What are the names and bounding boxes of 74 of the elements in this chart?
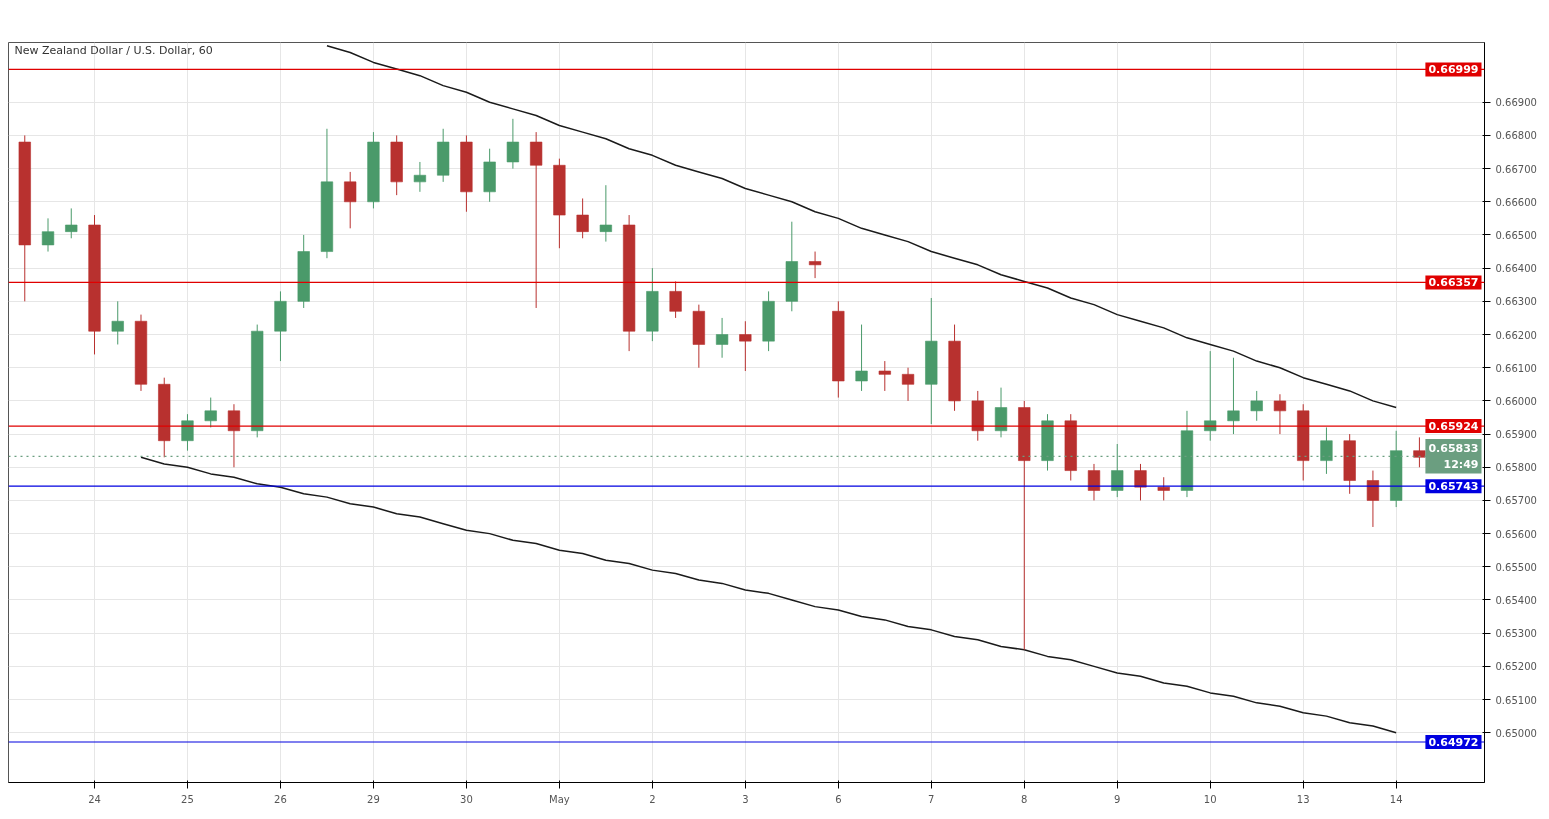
x-tick-label: 8 (1021, 793, 1028, 805)
candlestick (669, 280, 682, 319)
candlestick (1134, 463, 1147, 501)
x-tick-label: 2 (649, 793, 656, 805)
candlestick (1111, 443, 1124, 498)
ref-line-label: 0.64972 (1428, 736, 1479, 750)
y-tick-label: 0.66000 (1495, 395, 1537, 407)
candlestick (1413, 436, 1426, 468)
x-tick-label: 7 (928, 793, 935, 805)
x-tick-label: 30 (460, 793, 473, 805)
y-tick-label: 0.66500 (1495, 229, 1537, 241)
candlestick (855, 324, 868, 392)
candlestick (1087, 463, 1101, 501)
x-tick-label: May (549, 793, 570, 805)
y-tick-label: 0.65800 (1495, 462, 1537, 474)
candlestick (994, 387, 1008, 438)
y-tick-label: 0.65200 (1495, 661, 1537, 673)
x-tick-label: 13 (1296, 793, 1310, 805)
y-tick-label: 0.65100 (1495, 694, 1537, 706)
candlestick (506, 118, 520, 170)
candlestick (413, 161, 427, 193)
candlestick (739, 320, 752, 372)
candlestick (181, 413, 194, 452)
x-tick-label: 10 (1203, 793, 1217, 805)
y-tick-label: 0.65300 (1495, 628, 1537, 640)
candlestick (1366, 470, 1380, 528)
ref-line-label: 0.66999 (1428, 63, 1479, 77)
candlestick (901, 367, 915, 402)
x-tick-label: 3 (742, 793, 749, 805)
line-series (326, 45, 1397, 409)
candlestick (1320, 426, 1333, 475)
candlestick (111, 300, 124, 345)
x-tick-label: 26 (274, 793, 287, 805)
y-tick-label: 0.66100 (1495, 362, 1537, 374)
x-tick-label: 9 (1114, 793, 1121, 805)
candlestick (204, 397, 217, 428)
ref-line-label: 0.66357 (1428, 276, 1479, 290)
y-tick-label: 0.65900 (1495, 429, 1537, 441)
x-tick-label: 29 (367, 793, 380, 805)
x-tick-label: 14 (1389, 793, 1403, 805)
candlestick (878, 360, 891, 392)
candlestick (227, 403, 241, 468)
y-tick-label: 0.66700 (1495, 163, 1537, 175)
y-tick-label: 0.65600 (1495, 528, 1537, 540)
line-series (140, 456, 1397, 734)
y-tick-label: 0.66400 (1495, 263, 1537, 275)
ref-line-label: 0.65924 (1428, 420, 1479, 434)
x-tick-label: 24 (88, 793, 101, 805)
candlestick (715, 317, 729, 359)
candlestick (599, 184, 612, 243)
candlestick (65, 207, 78, 239)
candlestick (1273, 393, 1287, 435)
y-tick-label: 0.65000 (1495, 727, 1537, 739)
candlestick (1227, 357, 1240, 435)
candlestick (530, 131, 543, 309)
y-tick-label: 0.66200 (1495, 329, 1537, 341)
candlestick (576, 197, 589, 239)
candlestick (1157, 476, 1170, 501)
ref-line-label: 0.65833 12:49 (1428, 442, 1479, 471)
candlestick (344, 171, 357, 229)
y-tick-label: 0.66800 (1495, 130, 1537, 142)
x-tick-label: 6 (835, 793, 842, 805)
ref-line-label: 0.65743 (1428, 480, 1479, 494)
y-tick-label: 0.65500 (1495, 561, 1537, 573)
candlestick (1250, 390, 1263, 422)
y-tick-label: 0.65700 (1495, 495, 1537, 507)
y-tick-label: 0.66900 (1495, 97, 1537, 109)
y-tick-label: 0.65400 (1495, 594, 1537, 606)
candlestick (808, 251, 822, 279)
candlestick (41, 217, 55, 253)
y-tick-label: 0.66600 (1495, 196, 1537, 208)
chart-title: New Zealand Dollar / U.S. Dollar, 60 (14, 43, 213, 57)
x-tick-label: 25 (181, 793, 194, 805)
y-tick-label: 0.66300 (1495, 296, 1537, 308)
